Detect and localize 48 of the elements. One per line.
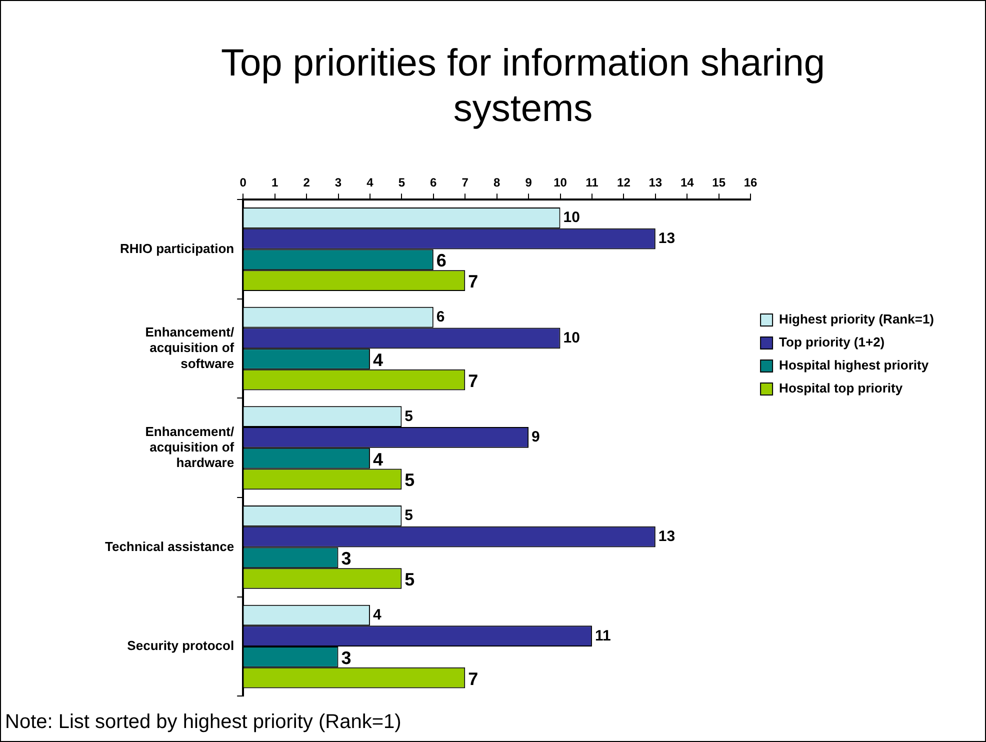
x-tick-label: 10 <box>554 176 568 190</box>
y-tick-label: Enhancement/ acquisition of software <box>145 324 235 371</box>
data-label: 7 <box>468 668 478 689</box>
legend-label: Top priority (1+2) <box>779 334 885 350</box>
x-tick-label: 14 <box>680 176 694 190</box>
x-tick-label: 16 <box>744 176 758 190</box>
data-label: 9 <box>532 428 540 446</box>
data-label: 4 <box>372 449 383 470</box>
data-label: 3 <box>341 548 352 569</box>
y-tick-label: Enhancement/ acquisition of hardware <box>145 424 235 470</box>
data-label: 13 <box>658 528 676 545</box>
chart-title: Top priorities for information sharing systems <box>220 42 826 130</box>
y-tick-label: RHIO participation <box>120 240 234 256</box>
x-tick-label: 6 <box>430 176 438 190</box>
data-label: 5 <box>404 470 415 490</box>
data-label: 3 <box>341 648 352 668</box>
data-label: 10 <box>563 329 580 346</box>
x-tick-label: 7 <box>462 176 469 190</box>
data-label: 6 <box>436 308 445 326</box>
data-label: 6 <box>436 250 446 271</box>
legend-label: Highest priority (Rank=1) <box>779 312 934 327</box>
x-tick-label: 0 <box>240 176 247 190</box>
y-tick-label: Technical assistance <box>104 538 234 554</box>
x-tick-label: 8 <box>493 176 500 190</box>
data-label: 7 <box>468 272 478 292</box>
data-label: 7 <box>468 370 478 391</box>
x-tick-label: 5 <box>398 176 406 190</box>
x-tick-label: 11 <box>586 176 599 190</box>
x-tick-label: 3 <box>334 176 342 190</box>
x-tick-label: 4 <box>366 176 374 190</box>
text: Note: List sorted by highest priority (Rank=1) <box>5 711 402 734</box>
x-tick-label: 9 <box>525 176 532 190</box>
data-label: 4 <box>372 350 383 370</box>
data-label: 10 <box>563 209 580 226</box>
data-label: 13 <box>658 230 676 247</box>
data-label: 4 <box>372 606 382 624</box>
x-tick-label: 1 <box>271 176 278 190</box>
x-tick-label: 2 <box>303 176 310 190</box>
legend-label: Hospital top priority <box>779 380 904 396</box>
data-label: 5 <box>404 507 414 524</box>
legend-label: Hospital highest priority <box>779 358 930 373</box>
x-tick-label: 12 <box>617 176 631 190</box>
data-label: 11 <box>594 627 611 644</box>
x-tick-label: 13 <box>648 176 662 190</box>
x-tick-label: 15 <box>712 176 726 190</box>
data-label: 5 <box>404 408 414 425</box>
y-tick-label: Security protocol <box>127 638 234 654</box>
data-label: 5 <box>404 569 415 590</box>
